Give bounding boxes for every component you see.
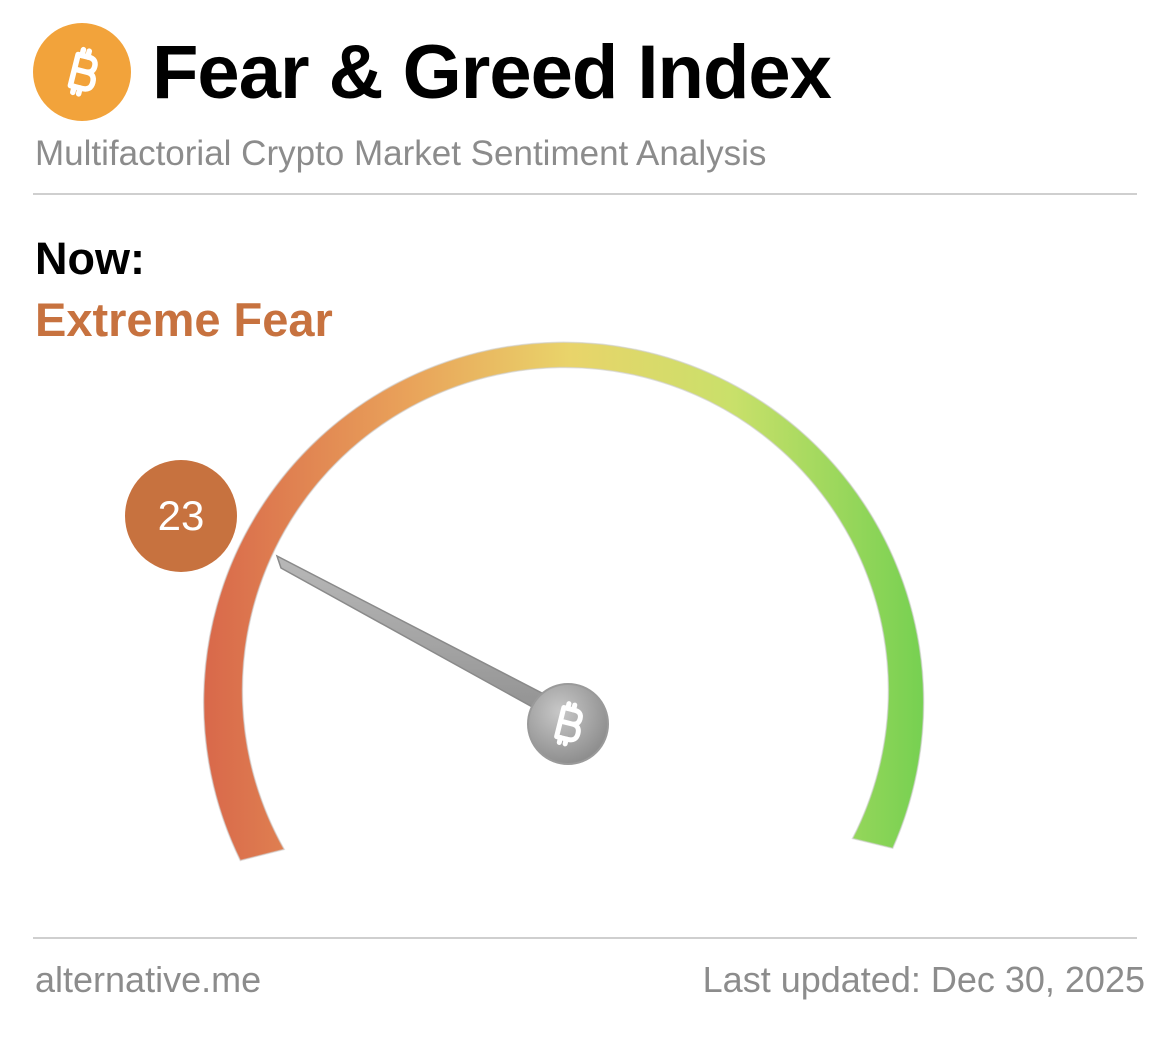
gauge-needle (275, 554, 576, 732)
index-value-badge: 23 (125, 460, 237, 572)
sentiment-classification: Extreme Fear (35, 293, 333, 346)
page-title: Fear & Greed Index (152, 30, 832, 115)
bitcoin-icon (554, 701, 583, 747)
bitcoin-icon (67, 46, 98, 97)
bitcoin-logo-icon (33, 23, 131, 121)
gauge-arc (202, 341, 925, 862)
source-link[interactable]: alternative.me (35, 959, 262, 1000)
needle-hub (527, 683, 609, 765)
now-label: Now: (35, 233, 145, 284)
footer-divider (33, 937, 1137, 939)
page-subtitle: Multifactorial Crypto Market Sentiment A… (35, 134, 767, 173)
last-updated-text: Last updated: Dec 30, 2025 (702, 959, 1145, 1000)
header-divider (33, 193, 1137, 195)
